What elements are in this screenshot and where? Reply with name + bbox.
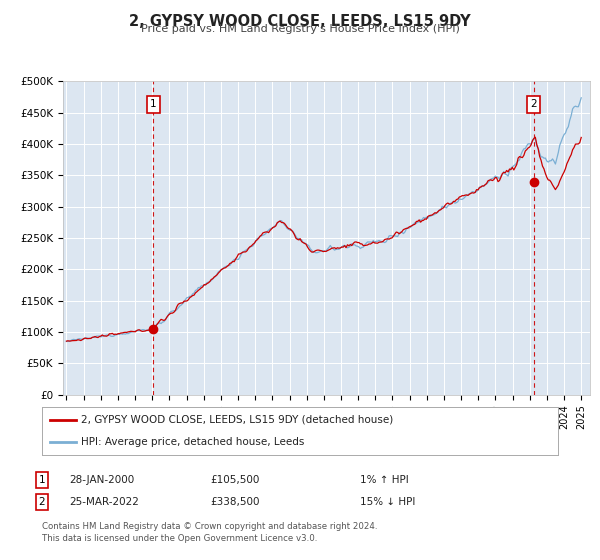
- Text: 2: 2: [38, 497, 46, 507]
- Text: Price paid vs. HM Land Registry's House Price Index (HPI): Price paid vs. HM Land Registry's House …: [140, 24, 460, 34]
- Text: 1% ↑ HPI: 1% ↑ HPI: [360, 475, 409, 485]
- Text: 2, GYPSY WOOD CLOSE, LEEDS, LS15 9DY: 2, GYPSY WOOD CLOSE, LEEDS, LS15 9DY: [129, 14, 471, 29]
- Text: HPI: Average price, detached house, Leeds: HPI: Average price, detached house, Leed…: [80, 437, 304, 447]
- Text: £105,500: £105,500: [210, 475, 259, 485]
- Text: 1: 1: [150, 100, 157, 109]
- Text: 2: 2: [530, 100, 537, 109]
- Text: 15% ↓ HPI: 15% ↓ HPI: [360, 497, 415, 507]
- Text: Contains HM Land Registry data © Crown copyright and database right 2024.
This d: Contains HM Land Registry data © Crown c…: [42, 522, 377, 543]
- Text: 1: 1: [38, 475, 46, 485]
- Text: 28-JAN-2000: 28-JAN-2000: [69, 475, 134, 485]
- Text: 25-MAR-2022: 25-MAR-2022: [69, 497, 139, 507]
- Text: 2, GYPSY WOOD CLOSE, LEEDS, LS15 9DY (detached house): 2, GYPSY WOOD CLOSE, LEEDS, LS15 9DY (de…: [80, 415, 393, 425]
- Text: £338,500: £338,500: [210, 497, 260, 507]
